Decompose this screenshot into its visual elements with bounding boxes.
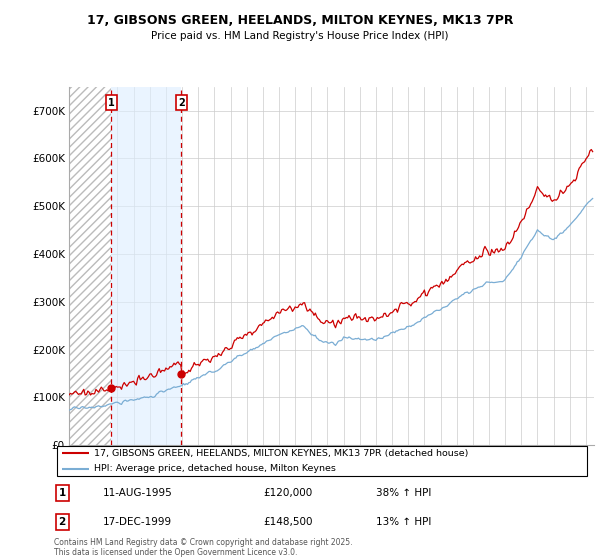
Text: £148,500: £148,500 [263, 517, 313, 528]
Text: 1: 1 [108, 98, 115, 108]
Text: HPI: Average price, detached house, Milton Keynes: HPI: Average price, detached house, Milt… [94, 464, 336, 473]
Text: 38% ↑ HPI: 38% ↑ HPI [376, 488, 431, 498]
Bar [112, 87, 181, 445]
Text: 17-DEC-1999: 17-DEC-1999 [103, 517, 172, 528]
Text: Contains HM Land Registry data © Crown copyright and database right 2025.
This d: Contains HM Land Registry data © Crown c… [54, 538, 353, 557]
Text: Price paid vs. HM Land Registry's House Price Index (HPI): Price paid vs. HM Land Registry's House … [151, 31, 449, 41]
Text: 2: 2 [178, 98, 185, 108]
Text: £120,000: £120,000 [263, 488, 313, 498]
Text: 13% ↑ HPI: 13% ↑ HPI [376, 517, 431, 528]
Text: 1: 1 [58, 488, 65, 498]
Text: 11-AUG-1995: 11-AUG-1995 [103, 488, 172, 498]
Text: 17, GIBSONS GREEN, HEELANDS, MILTON KEYNES, MK13 7PR: 17, GIBSONS GREEN, HEELANDS, MILTON KEYN… [87, 14, 513, 27]
FancyBboxPatch shape [56, 446, 587, 476]
Text: 17, GIBSONS GREEN, HEELANDS, MILTON KEYNES, MK13 7PR (detached house): 17, GIBSONS GREEN, HEELANDS, MILTON KEYN… [94, 449, 469, 458]
Text: 2: 2 [58, 517, 65, 528]
